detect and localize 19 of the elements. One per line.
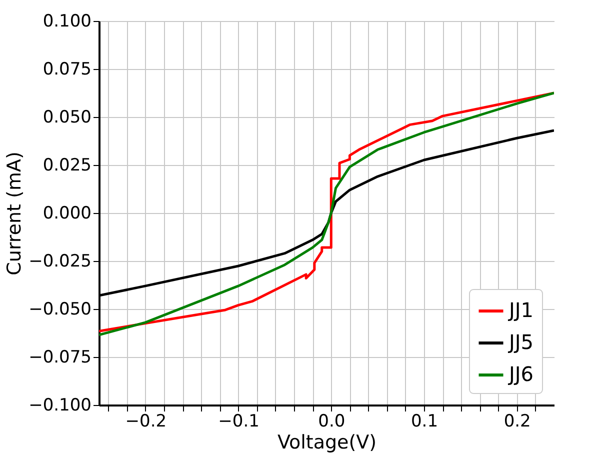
y-tick-label: −0.075 — [28, 348, 92, 368]
x-tick-label: −0.1 — [218, 412, 260, 432]
y-tick-label: 0.000 — [42, 204, 92, 224]
y-tick-label: 0.075 — [42, 60, 92, 80]
y-tick-label: −0.025 — [28, 252, 92, 272]
legend-label: JJ6 — [507, 362, 534, 386]
y-tick-label: −0.050 — [28, 300, 92, 320]
x-tick-label: 0.0 — [318, 412, 346, 432]
y-tick-label: −0.100 — [28, 396, 92, 416]
x-tick-label: 0.1 — [410, 412, 438, 432]
y-tick-label: 0.025 — [42, 156, 92, 176]
x-axis-title: Voltage(V) — [277, 432, 377, 454]
legend-label: JJ1 — [507, 298, 534, 322]
y-axis-title: Current (mA) — [4, 152, 26, 276]
x-tick-label: 0.2 — [504, 412, 531, 432]
x-tick-label: −0.2 — [125, 412, 167, 432]
y-tick-label: 0.100 — [42, 12, 92, 32]
y-tick-label: 0.050 — [42, 108, 92, 128]
legend-label: JJ5 — [507, 330, 534, 354]
